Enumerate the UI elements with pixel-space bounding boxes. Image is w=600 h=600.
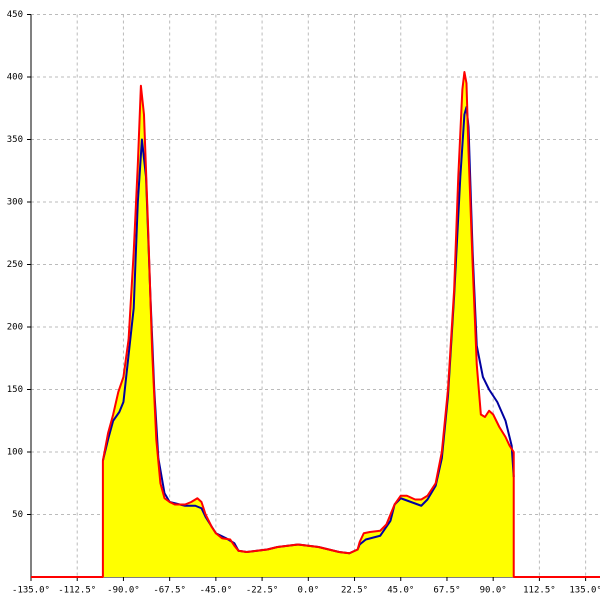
x-tick-label: 112.5° xyxy=(523,586,556,596)
y-tick-label: 200 xyxy=(7,323,23,333)
x-tick-label: 90.0° xyxy=(480,586,507,596)
y-tick-label: 400 xyxy=(7,73,23,83)
x-tick-label: -67.5° xyxy=(153,586,186,596)
x-tick-label: -112.5° xyxy=(58,586,96,596)
y-tick-label: 350 xyxy=(7,135,23,145)
x-tick-label: -135.0° xyxy=(12,586,50,596)
x-tick-label: 45.0° xyxy=(387,586,414,596)
x-tick-label: -22.5° xyxy=(246,586,279,596)
x-tick-label: 135.0° xyxy=(569,586,600,596)
y-tick-label: 250 xyxy=(7,260,23,270)
y-tick-label: 50 xyxy=(12,510,23,520)
y-tick-label: 300 xyxy=(7,198,23,208)
x-tick-label: -90.0° xyxy=(107,586,140,596)
x-tick-label: 22.5° xyxy=(341,586,368,596)
y-tick-label: 450 xyxy=(7,10,23,20)
x-tick-label: 0.0° xyxy=(297,586,319,596)
x-tick-label: 67.5° xyxy=(433,586,460,596)
line xyxy=(31,71,600,578)
y-tick-label: 150 xyxy=(7,385,23,395)
x-tick-label: -45.0° xyxy=(200,586,233,596)
y-tick-label: 100 xyxy=(7,448,23,458)
